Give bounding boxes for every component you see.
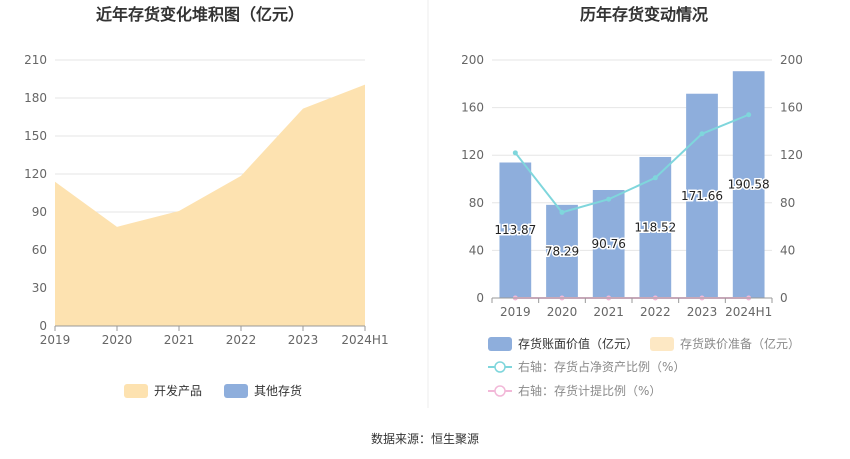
- x-tick-label: 2019: [40, 333, 71, 347]
- line-series-1: [514, 113, 750, 214]
- legend-marker: [494, 385, 506, 397]
- line-point: [512, 150, 518, 156]
- right-y-tick-label: 40: [780, 243, 795, 257]
- x-tick-label: 2019: [500, 305, 531, 319]
- bar-data-label: 171.66: [681, 189, 723, 203]
- y-tick-label: 210: [24, 53, 47, 67]
- bar-inventory-value: [639, 156, 672, 298]
- y-tick-label: 90: [32, 205, 47, 219]
- legend-label: 右轴：存货占净资产比例（%）: [518, 359, 685, 374]
- bar-data-label: 118.52: [634, 220, 676, 234]
- left-y-tick-label: 0: [476, 291, 484, 305]
- right-y-tick-label: 160: [780, 101, 803, 115]
- bar-inventory-value: [546, 204, 578, 298]
- x-tick-label: 2024H1: [341, 333, 388, 347]
- right-y-tick-label: 80: [780, 196, 795, 210]
- legend-swatch: [224, 384, 248, 398]
- x-tick-label: 2021: [593, 305, 624, 319]
- x-tick-label: 2021: [164, 333, 195, 347]
- right-y-tick-label: 0: [780, 291, 788, 305]
- legend-marker: [494, 361, 506, 373]
- y-tick-label: 150: [24, 129, 47, 143]
- legend-swatch: [488, 337, 512, 351]
- bar-data-label: 90.76: [591, 237, 625, 251]
- left-y-tick-label: 40: [469, 243, 484, 257]
- right-bar-line-chart: 0 40 80 120 160 200 0 40 80 120 160 200 113.87 78.29 9…: [461, 53, 803, 398]
- left-y-tick-label: 80: [469, 196, 484, 210]
- left-y-tick-label: 200: [461, 53, 484, 67]
- bar-data-label: 113.87: [494, 223, 536, 237]
- left-y-tick-label: 160: [461, 101, 484, 115]
- bar-data-label: 190.58: [728, 178, 770, 192]
- legend-label: 右轴：存货计提比例（%）: [518, 383, 661, 398]
- x-tick-label: 2022: [640, 305, 671, 319]
- left-chart-title: 近年存货变化堆积图（亿元）: [96, 5, 304, 24]
- left-y-tick-label: 120: [461, 148, 484, 162]
- x-tick-label: 2020: [547, 305, 578, 319]
- x-tick-label: 2023: [288, 333, 319, 347]
- data-source: 数据来源：恒生聚源: [371, 431, 479, 446]
- legend-label: 其他存货: [254, 383, 302, 398]
- line-point: [746, 112, 752, 118]
- y-tick-label: 30: [32, 281, 47, 295]
- line-point: [652, 175, 658, 181]
- y-tick-label: 120: [24, 167, 47, 181]
- right-y-tick-label: 120: [780, 148, 803, 162]
- x-tick-label: 2024H1: [725, 305, 772, 319]
- legend-label: 开发产品: [154, 383, 202, 398]
- y-tick-label: 60: [32, 243, 47, 257]
- x-tick-label: 2023: [687, 305, 718, 319]
- legend-swatch: [650, 337, 674, 351]
- bar-inventory-value: [732, 71, 765, 298]
- bar-inventory-value: [686, 93, 718, 298]
- y-tick-label: 180: [24, 91, 47, 105]
- right-chart-title: 历年存货变动情况: [580, 5, 708, 24]
- legend-swatch: [124, 384, 148, 398]
- y-tick-label: 0: [39, 319, 47, 333]
- x-tick-label: 2022: [226, 333, 257, 347]
- x-tick-label: 2020: [102, 333, 133, 347]
- right-y-tick-label: 200: [780, 53, 803, 67]
- bar-inventory-value: [499, 162, 532, 298]
- line-point: [559, 209, 565, 215]
- line-point: [699, 131, 705, 137]
- legend-label: 存货跌价准备（亿元）: [680, 336, 800, 351]
- legend-label: 存货账面价值（亿元）: [518, 336, 638, 351]
- left-area-chart: 0 30 60 90 120 150 180 210 2019 2020 2021 2022 2023 2…: [24, 53, 389, 398]
- bar-inventory-value: [592, 189, 625, 298]
- area-series-1: [55, 84, 365, 326]
- bar-data-label: 78.29: [545, 244, 579, 258]
- line-point: [606, 196, 612, 202]
